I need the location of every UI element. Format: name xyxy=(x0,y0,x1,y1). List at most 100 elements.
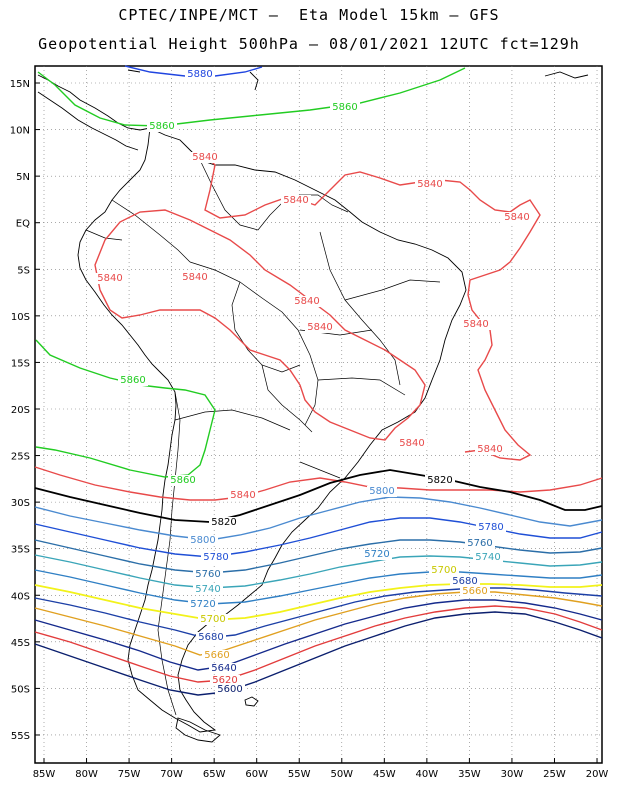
lat-label: 40S xyxy=(11,591,30,602)
contour-label: 5660 xyxy=(204,650,229,661)
coastline-central-america-south xyxy=(37,91,139,151)
contour-label-bg xyxy=(473,552,503,563)
border-brazil-west xyxy=(189,261,319,426)
border-ecuador xyxy=(85,229,123,241)
contour-label-bg xyxy=(460,586,490,597)
contour-label: 5860 xyxy=(120,375,145,386)
contour-label-bg xyxy=(201,552,231,563)
contour-label-bg xyxy=(502,212,532,223)
lat-label: 15S xyxy=(11,358,30,369)
contour-label: 5880 xyxy=(187,69,212,80)
coastline-falklands xyxy=(244,696,259,707)
contour-label-bg xyxy=(330,102,360,113)
contour-label-bg xyxy=(95,273,125,284)
lat-label: 25S xyxy=(11,452,30,463)
lon-label: 20W xyxy=(586,769,609,780)
contour-label-bg xyxy=(367,486,397,497)
contour-label-bg xyxy=(476,522,506,533)
contour-5780 xyxy=(34,517,603,558)
lon-label: 75W xyxy=(118,769,141,780)
contour-label: 5780 xyxy=(203,552,228,563)
contour-labels: 5880 5860 5860 5860 5860 5840 5840 5840 5840 5840… xyxy=(95,69,532,695)
lon-label: 85W xyxy=(33,769,56,780)
contour-label: 5840 xyxy=(294,296,319,307)
contour-label-bg xyxy=(461,319,491,330)
lat-label: 30S xyxy=(11,498,30,509)
contour-label: 5840 xyxy=(463,319,488,330)
contour-5680 xyxy=(34,587,603,639)
contour-label-bg xyxy=(215,684,245,695)
contour-label: 5800 xyxy=(369,486,394,497)
contour-label: 5680 xyxy=(198,632,223,643)
lat-label: 45S xyxy=(11,638,30,649)
border-colombia-venezuela xyxy=(199,159,271,231)
border-colombia-peru xyxy=(111,199,191,263)
contour-label-bg xyxy=(305,322,335,333)
contour-label-bg xyxy=(415,179,445,190)
contour-label: 5700 xyxy=(431,565,456,576)
contour-label-bg xyxy=(475,444,505,455)
contour-label: 5840 xyxy=(504,212,529,223)
contour-label-bg xyxy=(209,663,239,674)
contour-5840-amazon xyxy=(94,209,426,441)
lat-label: 20S xyxy=(11,405,30,416)
contour-label-bg xyxy=(397,438,427,449)
border-brazil-states xyxy=(299,231,441,396)
contour-label: 5820 xyxy=(427,475,452,486)
contour-label-bg xyxy=(362,549,392,560)
border-argentina-chile xyxy=(157,391,181,716)
contour-label-bg xyxy=(429,565,459,576)
lat-label: 5S xyxy=(17,265,30,276)
contour-label: 5840 xyxy=(97,273,122,284)
lon-label: 45W xyxy=(373,769,396,780)
contour-label: 5660 xyxy=(462,586,487,597)
lon-label: 80W xyxy=(75,769,98,780)
contour-5800 xyxy=(34,496,603,541)
contour-label-bg xyxy=(450,576,480,587)
contour-label: 5700 xyxy=(200,614,225,625)
coastline-caribbean xyxy=(127,69,589,91)
contour-label: 5840 xyxy=(230,490,255,501)
contour-5700 xyxy=(34,583,603,621)
contour-label-bg xyxy=(185,69,215,80)
contour-5640 xyxy=(34,599,603,671)
contour-label: 5860 xyxy=(170,475,195,486)
lat-label: 10S xyxy=(11,312,30,323)
contour-label: 5740 xyxy=(195,584,220,595)
contour-5740 xyxy=(34,554,603,589)
contour-label-bg xyxy=(292,296,322,307)
lat-label: 5N xyxy=(16,172,30,183)
contours xyxy=(34,65,603,696)
contour-5860-north xyxy=(37,67,466,127)
contour-label: 5720 xyxy=(190,599,215,610)
contour-label: 5600 xyxy=(217,684,242,695)
contour-label-bg xyxy=(465,538,495,549)
contour-label: 5840 xyxy=(399,438,424,449)
lon-label: 25W xyxy=(543,769,566,780)
contour-label-bg xyxy=(228,490,258,501)
latitude-labels: 15N 10N 5N EQ 5S 10S 15S 20S 25S 30S 35S 40S 45S 50S 5… xyxy=(10,79,30,742)
contour-label-bg xyxy=(190,152,220,163)
contour-label: 5800 xyxy=(190,535,215,546)
contour-label-bg xyxy=(188,599,218,610)
graticule xyxy=(35,66,602,763)
contour-label: 5860 xyxy=(332,102,357,113)
contour-label-bg xyxy=(198,614,228,625)
lat-label: 50S xyxy=(11,684,30,695)
lon-label: 55W xyxy=(288,769,311,780)
contour-label-bg xyxy=(188,535,218,546)
lon-label: 60W xyxy=(245,769,268,780)
longitude-labels: 85W 80W 75W 70W 65W 60W 55W 50W 45W 40W 35W 30W 25W 2… xyxy=(33,769,609,780)
contour-5720 xyxy=(34,569,603,605)
contour-label-bg xyxy=(193,569,223,580)
contour-5760 xyxy=(34,539,603,574)
border-uruguay xyxy=(299,461,341,479)
lat-label: 15N xyxy=(10,79,30,90)
contour-label: 5640 xyxy=(211,663,236,674)
contour-label: 5840 xyxy=(283,195,308,206)
contour-label: 5740 xyxy=(475,552,500,563)
contour-label: 5620 xyxy=(212,675,237,686)
border-paraguay xyxy=(261,364,313,433)
contour-label: 5720 xyxy=(364,549,389,560)
